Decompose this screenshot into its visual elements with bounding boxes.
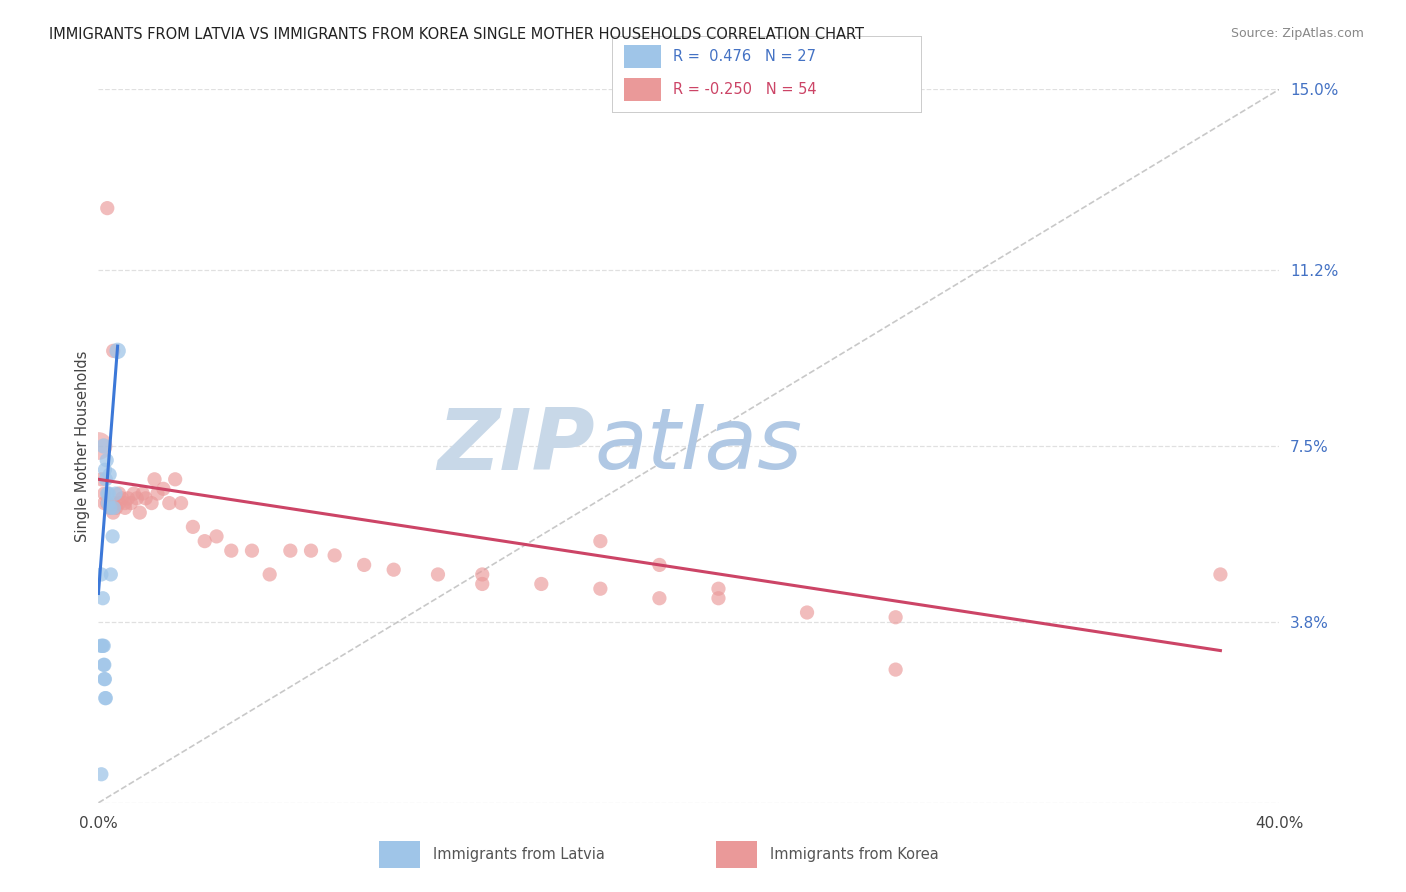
Point	[96, 201, 118, 215]
Point	[97, 486, 120, 500]
Point	[259, 567, 281, 582]
Point	[589, 534, 612, 549]
Y-axis label: Single Mother Households: Single Mother Households	[75, 351, 90, 541]
Point	[100, 567, 122, 582]
Point	[219, 543, 242, 558]
Point	[427, 567, 450, 582]
Point	[1209, 567, 1232, 582]
Point	[117, 491, 139, 506]
Point	[94, 691, 117, 706]
Point	[240, 543, 263, 558]
Point	[91, 591, 114, 606]
Point	[93, 672, 115, 686]
Point	[93, 439, 115, 453]
Point	[87, 439, 110, 453]
Point	[122, 486, 145, 500]
Point	[157, 496, 180, 510]
Text: IMMIGRANTS FROM LATVIA VS IMMIGRANTS FROM KOREA SINGLE MOTHER HOUSEHOLDS CORRELA: IMMIGRANTS FROM LATVIA VS IMMIGRANTS FRO…	[49, 27, 865, 42]
Point	[103, 506, 125, 520]
Point	[114, 496, 136, 510]
Point	[471, 567, 494, 582]
Text: Immigrants from Latvia: Immigrants from Latvia	[433, 847, 605, 862]
Point	[101, 529, 124, 543]
Point	[143, 472, 166, 486]
Point	[90, 639, 112, 653]
Text: ZIP: ZIP	[437, 404, 595, 488]
Point	[152, 482, 174, 496]
Point	[128, 506, 150, 520]
Point	[105, 500, 128, 515]
Point	[132, 486, 155, 500]
Point	[278, 543, 302, 558]
Point	[181, 520, 204, 534]
Point	[323, 549, 346, 563]
Point	[648, 591, 671, 606]
Point	[93, 657, 115, 672]
Point	[94, 472, 117, 486]
Text: Immigrants from Korea: Immigrants from Korea	[770, 847, 939, 862]
Point	[98, 467, 121, 482]
Text: atlas: atlas	[595, 404, 803, 488]
Point	[98, 500, 121, 515]
Point	[96, 453, 118, 467]
Point	[98, 500, 121, 515]
Point	[94, 463, 117, 477]
Point	[382, 563, 405, 577]
Point	[796, 606, 818, 620]
Point	[589, 582, 612, 596]
Point	[90, 567, 112, 582]
Point	[146, 486, 169, 500]
Point	[125, 491, 148, 506]
Point	[94, 691, 117, 706]
Point	[91, 639, 114, 653]
Point	[103, 343, 125, 358]
Bar	[624, 78, 661, 101]
Point	[91, 639, 114, 653]
Point	[194, 534, 217, 549]
Point	[96, 486, 118, 500]
Point	[94, 672, 117, 686]
Point	[107, 343, 129, 358]
Point	[97, 496, 120, 510]
Point	[165, 472, 187, 486]
Point	[141, 496, 163, 510]
Point	[530, 577, 553, 591]
Point	[103, 496, 125, 510]
Point	[111, 491, 134, 506]
Point	[299, 543, 322, 558]
Point	[93, 496, 115, 510]
Point	[648, 558, 671, 572]
Point	[90, 767, 112, 781]
Point	[93, 486, 115, 500]
Point	[707, 591, 730, 606]
Point	[90, 472, 112, 486]
Bar	[717, 841, 756, 868]
Text: Source: ZipAtlas.com: Source: ZipAtlas.com	[1230, 27, 1364, 40]
Point	[108, 486, 131, 500]
Point	[170, 496, 193, 510]
Point	[104, 486, 127, 500]
Point	[103, 500, 125, 515]
Point	[353, 558, 375, 572]
Point	[108, 496, 131, 510]
Point	[114, 500, 136, 515]
Text: R =  0.476   N = 27: R = 0.476 N = 27	[673, 49, 817, 63]
Point	[135, 491, 157, 506]
Point	[96, 496, 118, 510]
Bar	[380, 841, 419, 868]
Point	[884, 663, 907, 677]
Point	[205, 529, 228, 543]
Point	[93, 639, 115, 653]
Bar	[624, 45, 661, 68]
Point	[884, 610, 907, 624]
Point	[120, 496, 142, 510]
Point	[93, 657, 115, 672]
Text: R = -0.250   N = 54: R = -0.250 N = 54	[673, 82, 817, 97]
Point	[707, 582, 730, 596]
Point	[471, 577, 494, 591]
